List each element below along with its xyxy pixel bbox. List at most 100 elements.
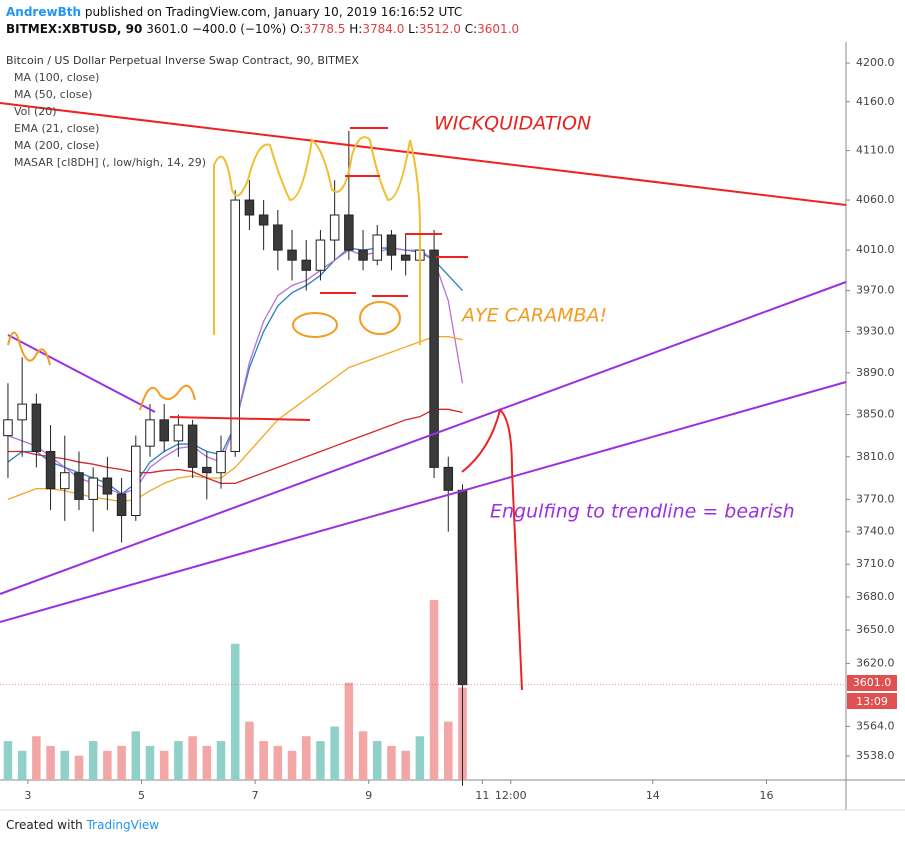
y-tick-label: 4110.0 [856,144,895,157]
volume-bar [131,731,141,780]
candle-body [60,472,70,490]
symbol: BITMEX:XBTUSD, 90 [6,22,143,36]
l-label: L: [408,22,419,36]
legend-item: MASAR [cI8DH] (, low/high, 14, 29) [14,156,206,169]
legend-item: MA (100, close) [14,71,99,84]
legend-item: MA (50, close) [14,88,92,101]
candle-body [3,419,13,437]
last: 3601.0 [146,22,189,36]
published: published on TradingView.com, January 10… [84,5,463,19]
volume-bar [117,745,126,780]
header: AndrewBth published on TradingView.com, … [6,4,519,38]
x-tick-label: 3 [24,789,31,802]
candle-body [187,424,198,468]
trendline [0,102,847,206]
highlight-ellipse [359,301,401,335]
candle-body [230,199,240,452]
volume-bar [344,682,354,780]
candle-body [315,239,326,271]
last-price-label: 3601.0 [853,676,892,689]
volume-bar [88,741,98,780]
y-tick-label: 3680.0 [856,590,895,603]
volume-bar [174,741,183,780]
y-tick-label: 4010.0 [856,243,895,256]
price-tag [847,675,897,691]
y-tick-label: 3538.0 [856,749,895,762]
marks [3,130,468,786]
candle-body [329,214,340,241]
candle-body [131,445,141,517]
volume-bar [415,736,425,780]
x-tick-label: 7 [252,789,259,802]
level-line [169,416,311,421]
trendline [7,334,156,413]
x-tick-label: 12:00 [495,789,527,802]
y-tick-label: 3850.0 [856,408,895,421]
y-tick-label: 3740.0 [856,525,895,538]
low: 3512.0 [418,22,461,36]
author[interactable]: AndrewBth [6,5,81,19]
created: Created with [6,818,83,832]
brand[interactable]: TradingView [86,818,160,832]
o-label: O: [290,22,304,36]
candle-body [457,489,468,686]
candle-body [244,199,255,216]
volume-bar [230,643,240,780]
candle-body [287,249,297,261]
footer: Created with TradingView [6,818,159,832]
candle-body [145,419,155,447]
highlight-curve [213,136,421,345]
volume-bar [216,741,226,780]
candle-body [372,234,383,261]
plot-bg [0,42,846,780]
c-label: C: [464,22,478,36]
x-tick-label: 16 [759,789,773,802]
annotation: AYE CARAMBA! [460,305,607,327]
legend-item: Vol (20) [14,105,57,118]
open: 3778.5 [303,22,346,36]
y-tick-label: 3650.0 [856,623,895,636]
candle-body [102,477,113,495]
candle-body [45,450,56,490]
candle-body [273,224,283,251]
legend-item: EMA (21, close) [14,122,99,135]
candle-body [88,477,98,500]
volume-bar [273,745,283,780]
x-tick-label: 5 [138,789,145,802]
volume-bar [3,741,13,780]
countdown-tag [847,693,897,709]
overlay-line [7,408,463,485]
candle-body [116,493,127,517]
volume-bar [245,721,254,780]
quote-line: BITMEX:XBTUSD, 90 3601.0 −400.0 (−10%) O… [6,21,519,38]
volume-bar [202,745,212,780]
volume-bar [429,600,439,780]
volume-bar [159,750,169,780]
volume-bar [46,745,55,780]
h-label: H: [349,22,363,36]
volume-bar [74,755,84,780]
volume-bar [145,745,155,780]
candle-body [74,472,84,500]
candle-body [301,259,312,271]
volume-bar [387,745,396,780]
y-tick-label: 3564.0 [856,719,895,732]
candle-body [173,424,184,442]
highlight-curve [139,384,196,411]
y-tick-label: 4060.0 [856,193,895,206]
candle-body [202,466,212,474]
y-tick-label: 3970.0 [856,284,895,297]
volume-bar [259,741,268,780]
candle-body [159,419,169,442]
volume-bar [373,741,382,780]
volume-bar [301,736,311,780]
arrow [320,127,468,297]
trendline [0,381,847,623]
candle-body [443,466,454,491]
volume-bar [17,750,27,780]
volume-bar [330,726,339,780]
candle-body [358,249,368,261]
candle-body [216,450,226,474]
forecast-path [461,408,523,691]
